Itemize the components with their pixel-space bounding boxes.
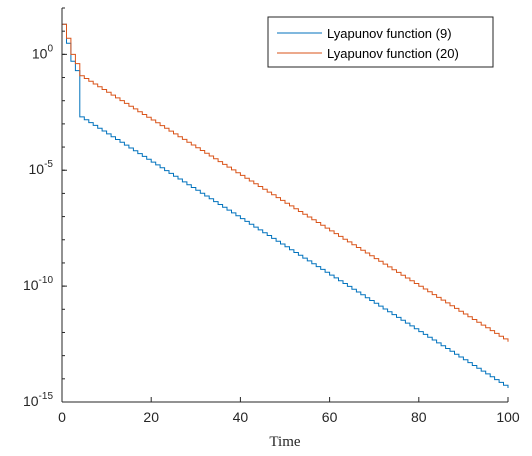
legend-entries: Lyapunov function (9) Lyapunov function (… [277,26,459,61]
x-tick-label: 80 [411,409,427,425]
x-tick-label: 100 [496,409,520,425]
x-axis-title: Time [269,434,300,450]
x-tick-label: 0 [58,409,66,425]
x-tick-label: 40 [233,409,249,425]
tick-labels: 0 20 40 60 80 100 10-15 10-10 10-5 100 [23,43,520,425]
y-tick-label: 10-5 [29,159,54,177]
series-line-2 [62,23,509,342]
legend-box [267,16,494,68]
legend-label: Lyapunov function (20) [327,46,459,61]
series-layer [62,23,509,388]
legend-label: Lyapunov function (9) [327,26,452,41]
plot-area [61,7,509,403]
y-tick-label: 100 [32,43,54,61]
x-tick-label: 20 [143,409,159,425]
y-tick-label: 10-15 [23,391,53,409]
x-tick-label: 60 [322,409,338,425]
legend: Lyapunov function (9) Lyapunov function (… [267,16,494,68]
y-tick-label: 10-10 [23,275,53,293]
series-line-1 [62,23,509,388]
axes [61,7,509,403]
